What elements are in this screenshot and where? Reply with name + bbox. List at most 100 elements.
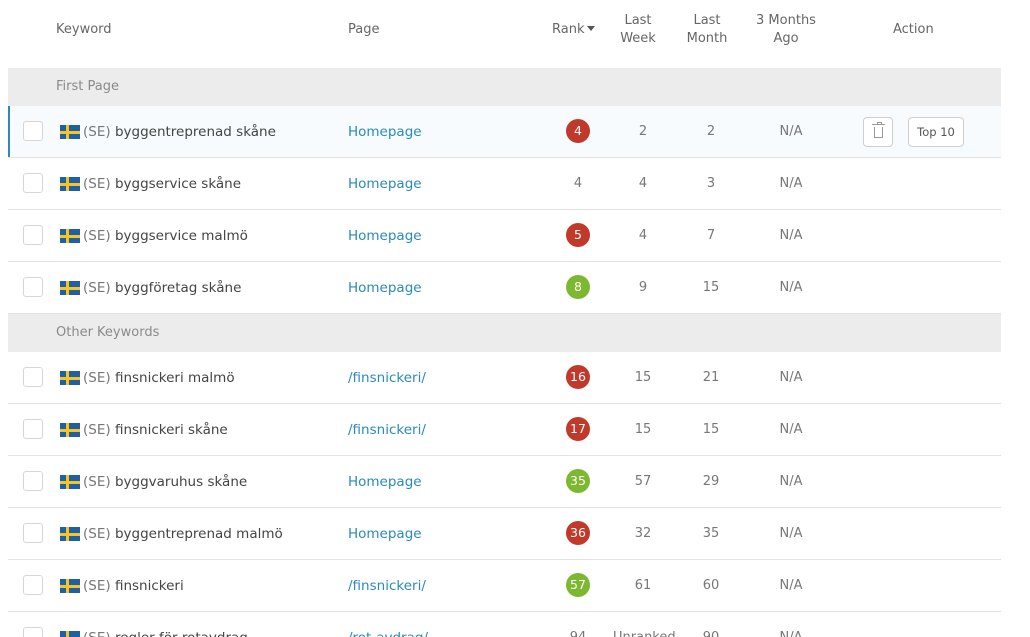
rank-cell: 5 bbox=[548, 210, 608, 262]
rank-badge: 57 bbox=[566, 572, 590, 597]
sort-caret-icon bbox=[587, 26, 596, 31]
page-link[interactable]: Homepage bbox=[348, 176, 422, 192]
rank-cell: 16 bbox=[548, 352, 608, 404]
rank-cell: 4 bbox=[548, 106, 608, 158]
three-months-ago-value: N/A bbox=[779, 578, 803, 593]
last-month-value: 3 bbox=[706, 176, 716, 191]
header-last-week-line2: Week bbox=[620, 31, 656, 46]
keyword-text: byggföretag skåne bbox=[114, 280, 242, 296]
section-header: First Page bbox=[8, 68, 1001, 106]
header-last-week[interactable]: Last Week bbox=[608, 12, 668, 48]
last-month-value: 2 bbox=[706, 124, 716, 139]
table-row[interactable]: (SE) byggservice skåne Homepage 4 4 3 N/A bbox=[8, 158, 1001, 210]
page-link[interactable]: /finsnickeri/ bbox=[348, 422, 426, 438]
delete-button[interactable] bbox=[863, 117, 893, 147]
sweden-flag-icon bbox=[60, 281, 80, 295]
keyword-cell: (SE) finsnickeri bbox=[83, 560, 184, 612]
last-week-value: 4 bbox=[638, 228, 648, 243]
table-row[interactable]: (SE) regler för rotavdrag/rot-avdrag/94 U… bbox=[8, 612, 1001, 637]
page-link[interactable]: Homepage bbox=[348, 474, 422, 490]
country-code: (SE) bbox=[83, 176, 111, 192]
country-code: (SE) bbox=[83, 474, 111, 490]
page-link[interactable]: Homepage bbox=[348, 124, 422, 140]
header-last-week-line1: Last bbox=[624, 13, 652, 28]
trash-icon bbox=[871, 122, 885, 138]
three-months-ago-value: N/A bbox=[779, 474, 803, 489]
page-link[interactable]: /finsnickeri/ bbox=[348, 578, 426, 594]
last-week-value: 4 bbox=[638, 176, 648, 191]
row-checkbox[interactable] bbox=[23, 225, 43, 245]
rank-value: 94 bbox=[570, 630, 587, 637]
last-week-value: 57 bbox=[634, 474, 652, 489]
table-row[interactable]: (SE) byggföretag skåne Homepage 8 9 15 N/A bbox=[8, 262, 1001, 314]
rank-cell: 94 bbox=[548, 612, 608, 637]
row-checkbox[interactable] bbox=[23, 419, 43, 439]
table-row[interactable]: (SE) byggentreprenad malmö Homepage 36 32 35… bbox=[8, 508, 1001, 560]
header-3-months-ago[interactable]: 3 Months Ago bbox=[748, 12, 824, 48]
rank-cell: 4 bbox=[548, 158, 608, 210]
last-week-value: 2 bbox=[638, 124, 648, 139]
table-row[interactable]: (SE) finsnickeri/finsnickeri/57 61 60 N/A bbox=[8, 560, 1001, 612]
country-code: (SE) bbox=[83, 578, 111, 594]
three-months-ago-value: N/A bbox=[779, 228, 803, 243]
page-link[interactable]: /rot-avdrag/ bbox=[348, 612, 428, 637]
country-code: (SE) bbox=[83, 370, 111, 386]
country-code: (SE) bbox=[83, 422, 111, 438]
keyword-cell: (SE) byggföretag skåne bbox=[83, 262, 241, 314]
header-ago-line1: 3 Months bbox=[756, 13, 816, 28]
last-month-value: 15 bbox=[702, 280, 720, 295]
header-last-month[interactable]: Last Month bbox=[677, 12, 737, 48]
top10-button[interactable]: Top 10 bbox=[908, 117, 964, 147]
sweden-flag-icon bbox=[60, 631, 80, 637]
rank-cell: 36 bbox=[548, 508, 608, 560]
three-months-ago-value: N/A bbox=[779, 422, 803, 437]
keyword-cell: (SE) byggservice skåne bbox=[83, 158, 241, 210]
table-body: First Page (SE) byggentreprenad skåne Home… bbox=[8, 68, 1001, 637]
page-link[interactable]: Homepage bbox=[348, 526, 422, 542]
last-month-value: 29 bbox=[702, 474, 720, 489]
three-months-ago-value: N/A bbox=[779, 124, 803, 139]
table-row[interactable]: (SE) finsnickeri malmö/finsnickeri/16 15 2… bbox=[8, 352, 1001, 404]
row-checkbox[interactable] bbox=[23, 121, 43, 141]
header-page[interactable]: Page bbox=[348, 22, 380, 37]
page-link[interactable]: /finsnickeri/ bbox=[348, 370, 426, 386]
section-label: First Page bbox=[56, 79, 119, 94]
table-header: Keyword Page Rank Last Week Last Month 3… bbox=[0, 0, 1030, 68]
three-months-ago-value: N/A bbox=[779, 370, 803, 385]
three-months-ago-value: N/A bbox=[756, 612, 826, 637]
rank-badge: 8 bbox=[566, 274, 590, 299]
table-row[interactable]: (SE) byggentreprenad skåne Homepage 4 2 2 N/A… bbox=[8, 106, 1001, 158]
row-checkbox[interactable] bbox=[23, 627, 43, 637]
row-checkbox[interactable] bbox=[23, 523, 43, 543]
page-link[interactable]: Homepage bbox=[348, 280, 422, 296]
section-label: Other Keywords bbox=[56, 325, 160, 340]
keyword-text: finsnickeri bbox=[114, 578, 184, 594]
keyword-text: finsnickeri malmö bbox=[114, 370, 235, 386]
row-checkbox[interactable] bbox=[23, 173, 43, 193]
last-month-value: 21 bbox=[702, 370, 720, 385]
table-row[interactable]: (SE) byggvaruhus skåne Homepage 35 57 29 N/A bbox=[8, 456, 1001, 508]
country-code: (SE) bbox=[83, 280, 111, 296]
page-link[interactable]: Homepage bbox=[348, 228, 422, 244]
rank-cell: 8 bbox=[548, 262, 608, 314]
three-months-ago-value: N/A bbox=[779, 280, 803, 295]
last-week-value: 15 bbox=[634, 370, 652, 385]
header-keyword[interactable]: Keyword bbox=[56, 22, 112, 37]
table-row[interactable]: (SE) finsnickeri skåne/finsnickeri/17 15 1… bbox=[8, 404, 1001, 456]
row-checkbox[interactable] bbox=[23, 575, 43, 595]
row-checkbox[interactable] bbox=[23, 367, 43, 387]
table-row[interactable]: (SE) byggservice malmö Homepage 5 4 7 N/A bbox=[8, 210, 1001, 262]
header-last-month-line2: Month bbox=[686, 31, 728, 46]
sweden-flag-icon bbox=[60, 371, 80, 385]
section-header: Other Keywords bbox=[8, 314, 1001, 352]
last-week-value: 15 bbox=[634, 422, 652, 437]
row-checkbox[interactable] bbox=[23, 471, 43, 491]
last-week-value: 61 bbox=[634, 578, 652, 593]
rank-cell: 57 bbox=[548, 560, 608, 612]
last-month-value: 15 bbox=[702, 422, 720, 437]
three-months-ago-value: N/A bbox=[779, 526, 803, 541]
header-rank[interactable]: Rank bbox=[552, 21, 596, 39]
row-checkbox[interactable] bbox=[23, 277, 43, 297]
rank-badge: 16 bbox=[566, 364, 590, 389]
